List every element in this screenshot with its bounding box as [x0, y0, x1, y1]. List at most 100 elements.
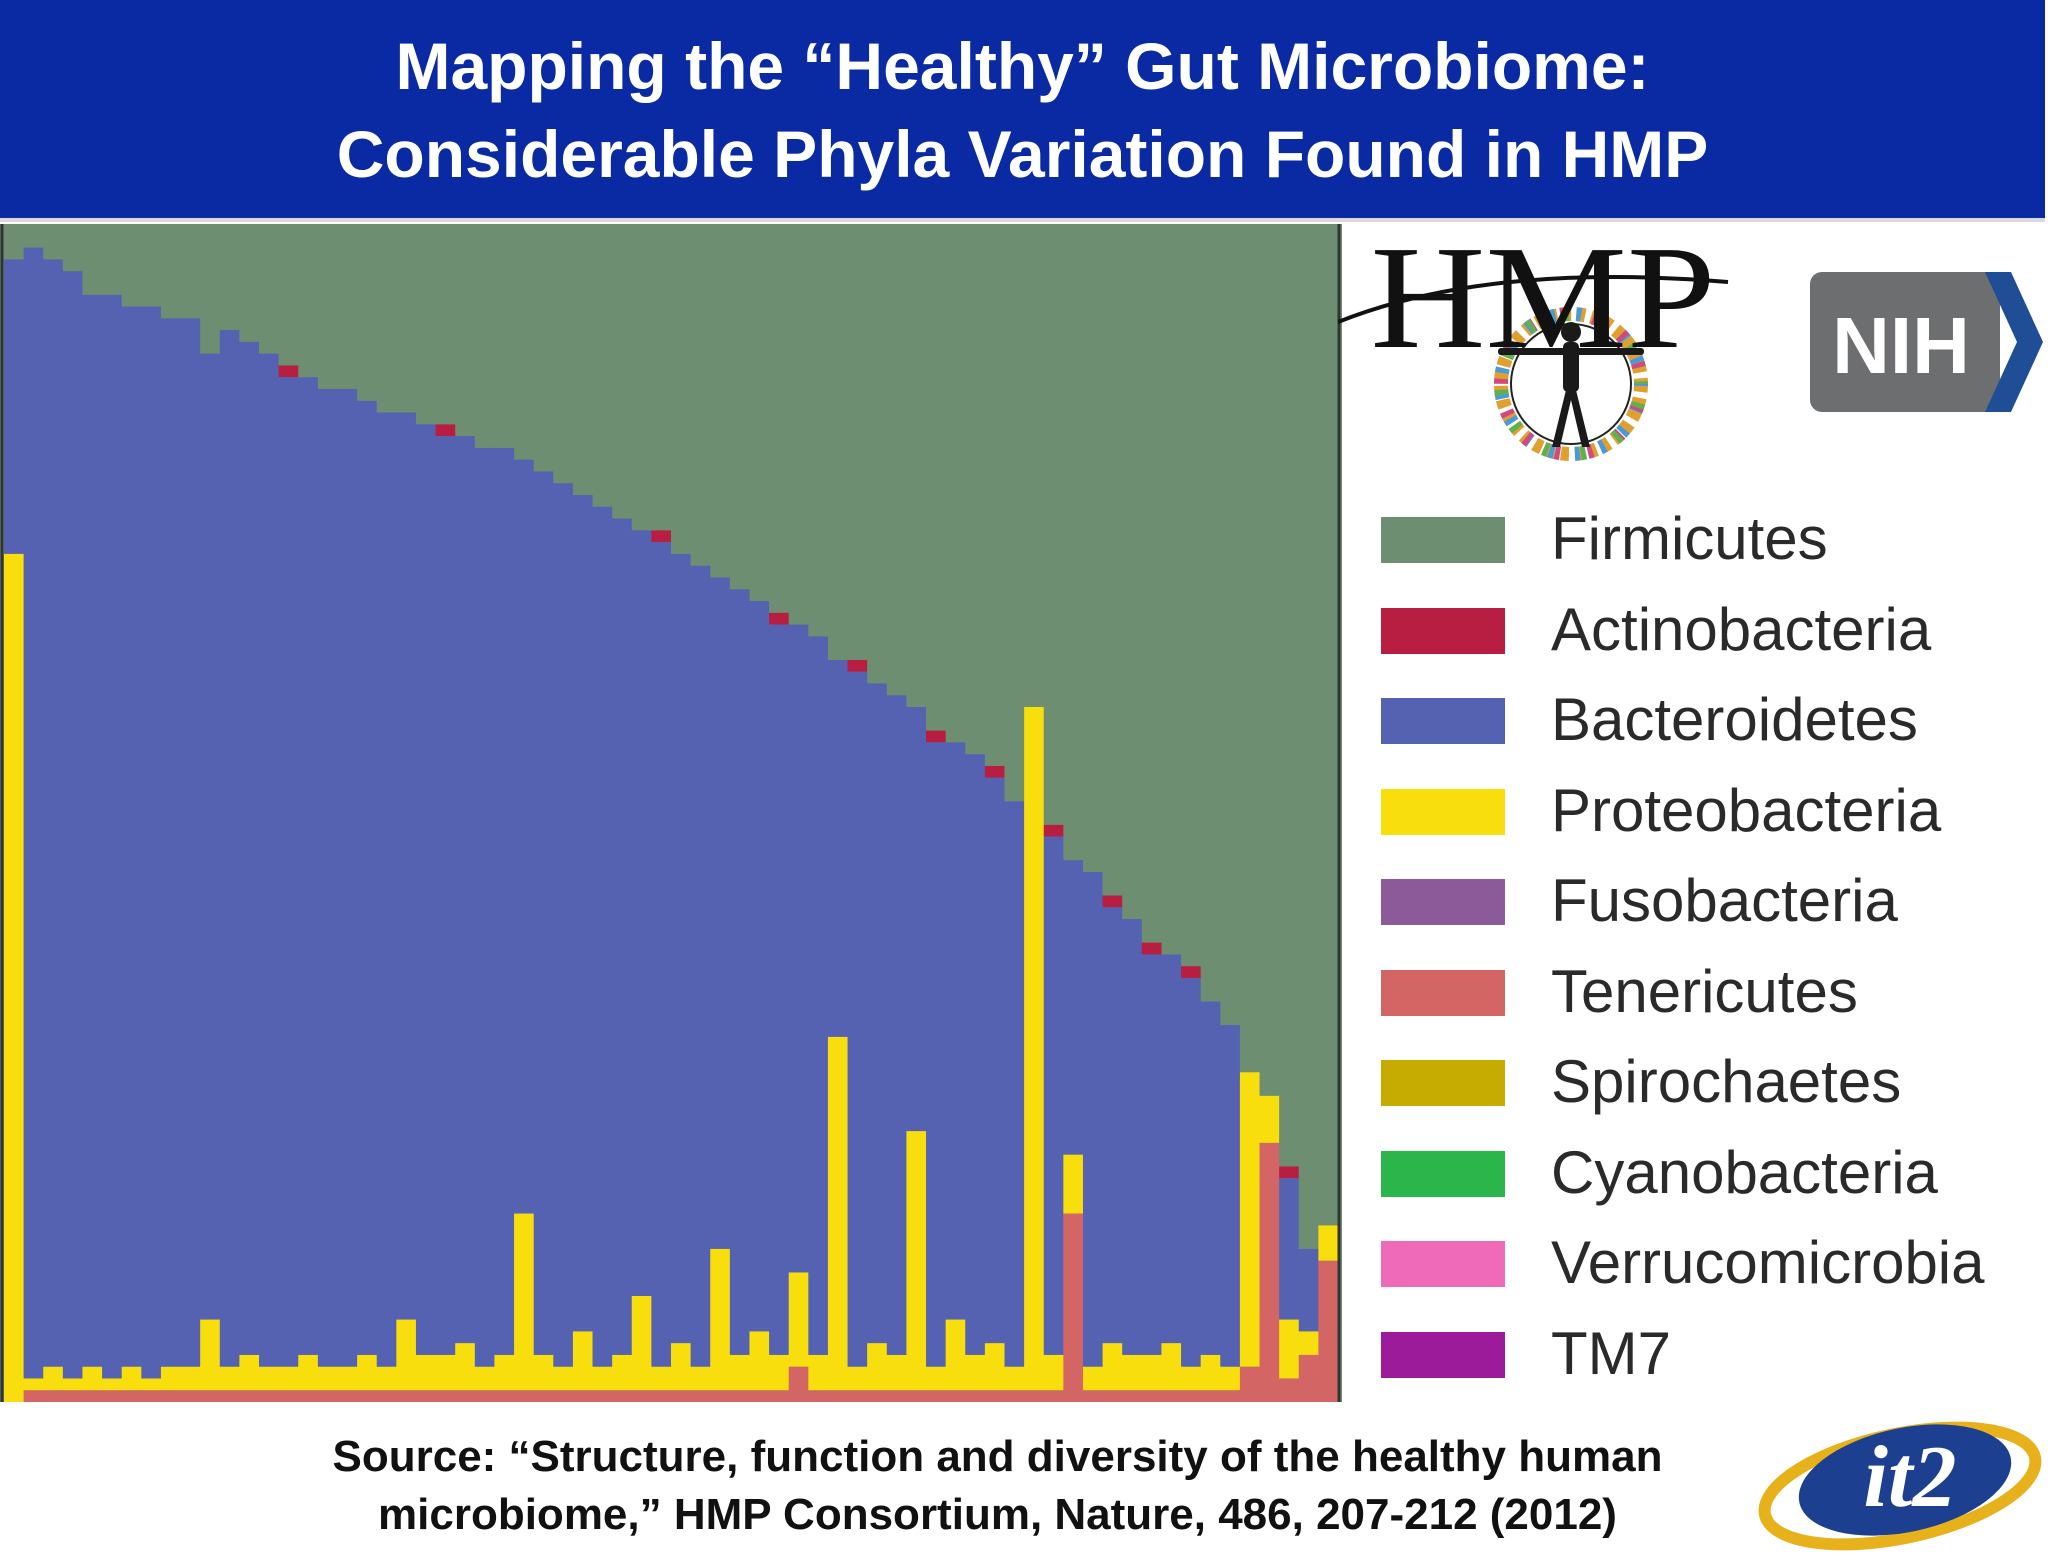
bar-segment-proteobacteria — [984, 1343, 1006, 1391]
legend-label: Cyanobacteria — [1551, 1138, 1938, 1206]
bar-segment-tenericutes — [1141, 1390, 1163, 1402]
bar-segment-firmicutes — [965, 224, 986, 755]
bar-segment-proteobacteria — [1298, 1331, 1319, 1355]
bar-segment-tenericutes — [1279, 1378, 1300, 1402]
legend-item-actinobacteria: Actinobacteria — [1378, 591, 2038, 682]
bar-segment-bacteroidetes — [102, 294, 123, 1379]
chart-legend: Firmicutes Actinobacteria Bacteroidetes Pro… — [1378, 500, 2038, 1405]
bar-segment-proteobacteria — [474, 1366, 496, 1391]
bar-segment-proteobacteria — [219, 1366, 241, 1391]
bar-segment-bacteroidetes — [200, 353, 221, 1320]
bar-segment-bacteroidetes — [396, 412, 417, 1320]
legend-item-spirochaetes: Spirochaetes — [1378, 1043, 2038, 1134]
bar-segment-bacteroidetes — [43, 259, 64, 1367]
bar-segment-bacteroidetes — [769, 624, 790, 1355]
bar-segment-proteobacteria — [376, 1366, 397, 1391]
bar-segment-proteobacteria — [23, 1378, 44, 1391]
legend-swatch — [1381, 1150, 1505, 1197]
bar-segment-tenericutes — [710, 1390, 731, 1402]
legend-item-fusobacteria: Fusobacteria — [1378, 862, 2038, 953]
bar-segment-proteobacteria — [455, 1343, 476, 1391]
bar-segment-firmicutes — [984, 224, 1006, 766]
bar-segment-tenericutes — [62, 1390, 84, 1402]
bar-segment-tenericutes — [494, 1390, 515, 1402]
bar-segment-bacteroidetes — [514, 459, 535, 1214]
bar-segment-firmicutes — [160, 224, 182, 319]
bar-segment-proteobacteria — [1122, 1354, 1143, 1391]
bar-segment-tenericutes — [965, 1390, 986, 1402]
bar-segment-proteobacteria — [357, 1354, 378, 1391]
bar-segment-proteobacteria — [298, 1354, 319, 1391]
bar-segment-firmicutes — [631, 224, 652, 531]
bar-segment-firmicutes — [808, 224, 829, 637]
bar-segment-proteobacteria — [769, 1354, 790, 1391]
bar-segment-firmicutes — [219, 224, 241, 331]
bar-segment-proteobacteria — [847, 1366, 868, 1391]
bar-segment-firmicutes — [259, 224, 280, 354]
bar-segment-bacteroidetes — [710, 577, 731, 1249]
bar-segment-tenericutes — [396, 1390, 417, 1402]
bar-segment-bacteroidetes — [886, 695, 908, 1355]
bar-segment-firmicutes — [906, 224, 927, 707]
legend-swatch — [1381, 517, 1505, 563]
bar-segment-bacteroidetes — [455, 436, 476, 1344]
legend-swatch — [1381, 1060, 1505, 1106]
bar-segment-proteobacteria — [651, 1366, 672, 1391]
bar-segment-tenericutes — [808, 1390, 829, 1402]
bar-segment-firmicutes — [592, 224, 613, 507]
bar-segment-firmicutes — [651, 224, 672, 531]
bar-group — [4, 224, 1339, 1402]
bar-segment-firmicutes — [435, 224, 456, 425]
bar-segment-bacteroidetes — [62, 271, 84, 1379]
bar-segment-tenericutes — [729, 1390, 751, 1402]
bar-segment-proteobacteria — [1200, 1354, 1221, 1391]
bar-segment-firmicutes — [82, 224, 103, 295]
bar-segment-tenericutes — [1298, 1354, 1319, 1402]
bar-segment-proteobacteria — [82, 1366, 103, 1391]
bar-segment-tenericutes — [1161, 1390, 1182, 1402]
bar-segment-bacteroidetes — [729, 589, 751, 1355]
legend-label: Fusobacteria — [1551, 867, 1898, 934]
bar-segment-bacteroidetes — [160, 318, 182, 1367]
bar-segment-bacteroidetes — [1200, 1001, 1221, 1355]
bar-segment-proteobacteria — [710, 1248, 731, 1391]
bar-segment-tenericutes — [160, 1390, 182, 1402]
bar-segment-proteobacteria — [494, 1354, 515, 1391]
legend-item-tenericutes: Tenericutes — [1378, 953, 2038, 1044]
bar-segment-bacteroidetes — [298, 377, 319, 1355]
bar-segment-proteobacteria — [1259, 1095, 1280, 1143]
bar-segment-tenericutes — [200, 1390, 221, 1402]
legend-item-cyanobacteria: Cyanobacteria — [1378, 1134, 2038, 1225]
bar-segment-tenericutes — [749, 1390, 770, 1402]
bar-segment-firmicutes — [102, 224, 123, 295]
bar-segment-bacteroidetes — [1122, 919, 1143, 1355]
bar-segment-tenericutes — [926, 1390, 947, 1402]
bar-segment-firmicutes — [533, 224, 554, 472]
bar-segment-bacteroidetes — [808, 636, 829, 1355]
legend-item-proteobacteria: Proteobacteria — [1378, 772, 2038, 863]
source-line1: Source: “Structure, function and diversi… — [332, 1432, 1663, 1481]
bar-segment-proteobacteria — [1279, 1319, 1300, 1379]
bar-segment-proteobacteria — [1024, 706, 1045, 1391]
legend-swatch — [1381, 788, 1505, 835]
bar-segment-firmicutes — [690, 224, 711, 566]
bar-segment-firmicutes — [1220, 224, 1241, 1026]
bar-segment-bacteroidetes — [4, 259, 25, 554]
bar-segment-tenericutes — [317, 1390, 339, 1402]
bar-segment-proteobacteria — [337, 1366, 358, 1391]
legend-swatch — [1381, 607, 1505, 654]
stacked-bar-chart — [0, 224, 1342, 1402]
bar-segment-firmicutes — [43, 224, 64, 260]
bar-segment-proteobacteria — [553, 1366, 574, 1391]
bar-segment-actinobacteria — [926, 730, 947, 743]
bar-segment-tenericutes — [651, 1390, 672, 1402]
bar-segment-tenericutes — [1102, 1390, 1123, 1402]
bar-segment-tenericutes — [23, 1390, 44, 1402]
bar-segment-proteobacteria — [886, 1354, 908, 1391]
bar-segment-firmicutes — [455, 224, 476, 437]
bar-segment-actinobacteria — [278, 365, 299, 378]
bar-segment-tenericutes — [102, 1390, 123, 1402]
bar-segment-proteobacteria — [102, 1378, 123, 1391]
bar-segment-firmicutes — [847, 224, 868, 660]
bar-segment-bacteroidetes — [1063, 860, 1084, 1155]
